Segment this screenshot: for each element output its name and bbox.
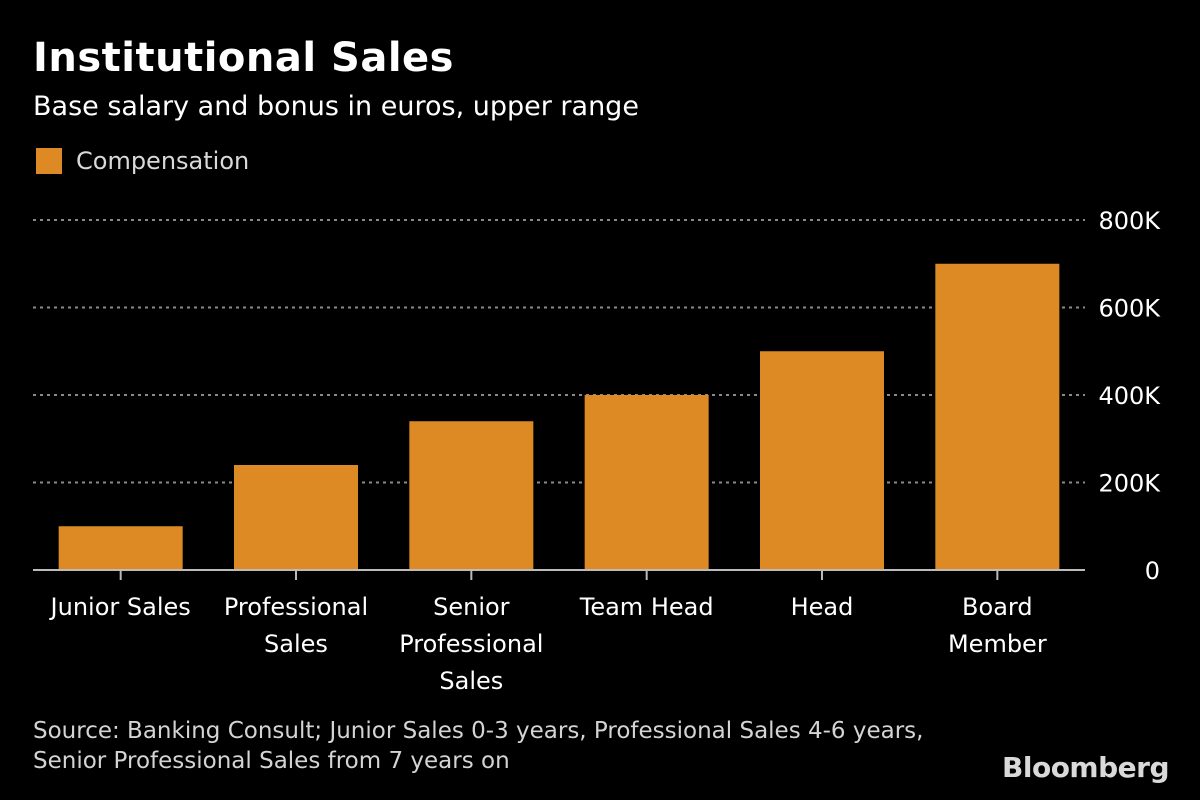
y-tick-label: 400K bbox=[1098, 382, 1161, 410]
y-tick-label: 800K bbox=[1098, 207, 1161, 235]
y-tick-label: 600K bbox=[1098, 295, 1161, 323]
bar bbox=[409, 421, 534, 570]
bar-chart: 0 200K 400K 600K 800K Junior Sales Professiona… bbox=[33, 207, 1161, 695]
x-tick-label-line: Senior bbox=[433, 593, 510, 621]
bar bbox=[760, 351, 884, 570]
x-tick-label-line: Junior Sales bbox=[49, 593, 191, 621]
x-tick-label-line: Team Head bbox=[579, 593, 714, 621]
x-tick-label-line: Sales bbox=[264, 630, 328, 658]
bar bbox=[234, 465, 358, 570]
bar bbox=[584, 395, 709, 570]
y-tick-label: 200K bbox=[1098, 470, 1161, 498]
x-tick-label: Board Member bbox=[948, 593, 1047, 658]
x-tick-label: Junior Sales bbox=[49, 593, 191, 621]
x-tick-label-line: Board bbox=[962, 593, 1033, 621]
x-tick-label: Professional Sales bbox=[224, 593, 368, 658]
bar bbox=[58, 526, 183, 570]
x-tick-label-line: Professional bbox=[224, 593, 368, 621]
bar bbox=[935, 263, 1060, 570]
legend-swatch bbox=[36, 148, 62, 174]
x-tick-label: Head bbox=[791, 593, 854, 621]
x-tick-label-line: Sales bbox=[439, 667, 503, 695]
bloomberg-logo: Bloomberg bbox=[1002, 751, 1169, 784]
chart-legend: Compensation bbox=[36, 146, 249, 176]
y-tick-label: 0 bbox=[1145, 557, 1160, 585]
chart-subtitle: Base salary and bonus in euros, upper ra… bbox=[33, 91, 639, 122]
x-tick-label: Senior Professional Sales bbox=[399, 593, 543, 695]
source-note: Source: Banking Consult; Junior Sales 0-… bbox=[33, 718, 924, 774]
x-tick-label-line: Member bbox=[948, 630, 1047, 658]
x-tick-label: Team Head bbox=[579, 593, 714, 621]
x-tick-label-line: Head bbox=[791, 593, 854, 621]
x-tick-label-line: Professional bbox=[399, 630, 543, 658]
chart-title: Institutional Sales bbox=[33, 35, 454, 81]
legend-label: Compensation bbox=[76, 147, 250, 175]
